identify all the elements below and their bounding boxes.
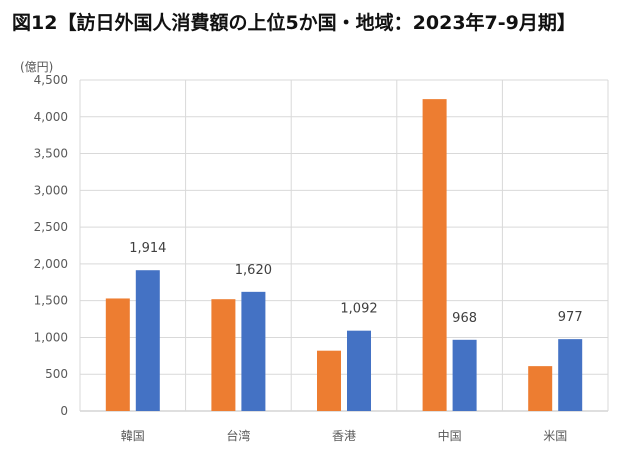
y-axis-unit-label: (億円) bbox=[20, 60, 53, 74]
y-axis-ticks: 0 500 1,000 1,500 2,000 2,500 3,000 3,500 4,000 4… bbox=[34, 73, 68, 418]
y-tick-label: 1,500 bbox=[34, 294, 68, 308]
data-label: 977 bbox=[558, 310, 583, 325]
y-tick-label: 2,500 bbox=[34, 220, 68, 234]
chart-title: 図12【訪日外国人消費額の上位5か国・地域：2023年7-9月期】 bbox=[12, 12, 576, 34]
y-tick-label: 3,500 bbox=[34, 147, 68, 161]
x-tick-label: 韓国 bbox=[121, 429, 145, 443]
bar-series1-2 bbox=[317, 350, 341, 411]
y-tick-label: 4,000 bbox=[34, 110, 68, 124]
x-tick-label: 香港 bbox=[332, 429, 356, 443]
data-labels: 1,914 1,620 1,092 968 977 bbox=[129, 241, 582, 326]
bar-series2-0 bbox=[135, 270, 160, 411]
bar-series2-2 bbox=[347, 330, 371, 411]
bar-series2-4 bbox=[558, 339, 583, 411]
bar-series1-3 bbox=[422, 99, 447, 411]
gridlines bbox=[79, 79, 609, 412]
data-label: 1,620 bbox=[235, 263, 272, 278]
y-tick-label: 0 bbox=[60, 404, 68, 418]
bar-series2-1 bbox=[241, 291, 266, 411]
x-tick-label: 台湾 bbox=[226, 428, 250, 443]
x-axis-ticks: 韓国 台湾 香港 中国 米国 bbox=[121, 428, 567, 443]
y-tick-label: 2,000 bbox=[34, 257, 68, 271]
y-tick-label: 3,000 bbox=[34, 183, 68, 197]
bar-series1-0 bbox=[105, 298, 130, 411]
bar-series1-4 bbox=[528, 366, 553, 411]
data-label: 968 bbox=[452, 311, 477, 326]
y-tick-label: 500 bbox=[45, 367, 68, 381]
data-label: 1,914 bbox=[129, 241, 166, 256]
data-label: 1,092 bbox=[340, 302, 377, 317]
bars bbox=[105, 99, 583, 411]
x-tick-label: 中国 bbox=[438, 428, 462, 443]
x-tick-label: 米国 bbox=[543, 429, 567, 443]
bar-series2-3 bbox=[452, 339, 477, 411]
y-tick-label: 1,000 bbox=[34, 330, 68, 344]
y-tick-label: 4,500 bbox=[34, 73, 68, 87]
bar-series1-1 bbox=[211, 299, 236, 411]
